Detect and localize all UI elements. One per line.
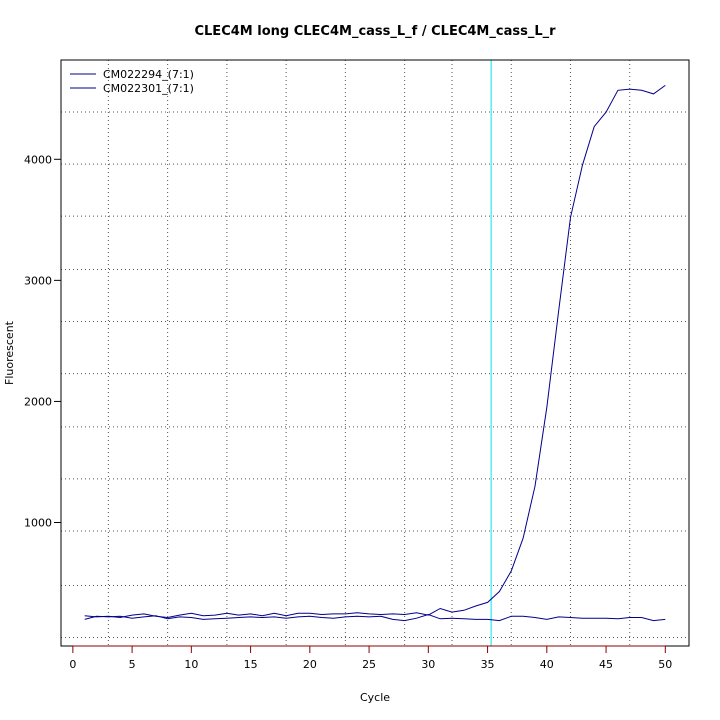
plot-frame	[60, 59, 690, 647]
y-axis: 1000 2000 3000 4000	[24, 153, 61, 530]
grid	[61, 60, 689, 646]
x-tick-label: 35	[481, 658, 495, 671]
x-tick-label: 40	[540, 658, 554, 671]
x-axis-label: Cycle	[360, 691, 390, 704]
series-line-2	[84, 613, 666, 622]
x-tick-label: 15	[244, 658, 258, 671]
y-axis-label: Fluorescent	[3, 320, 16, 385]
series-line-1	[84, 84, 666, 619]
chart-title: CLEC4M long CLEC4M_cass_L_f / CLEC4M_cas…	[194, 24, 556, 39]
x-tick-label: 45	[599, 658, 613, 671]
legend-label: CM022301_(7:1)	[103, 82, 194, 95]
x-tick-label: 20	[303, 658, 317, 671]
y-tick-label: 4000	[24, 153, 52, 166]
x-tick-label: 30	[421, 658, 435, 671]
x-axis: 0 5 10 15 20 25 30 35 40 45 50	[69, 645, 672, 671]
y-tick-label: 3000	[24, 274, 52, 287]
x-tick-label: 5	[129, 658, 136, 671]
series-layer	[84, 84, 666, 622]
y-tick-label: 1000	[24, 517, 52, 530]
y-tick-label: 2000	[24, 395, 52, 408]
legend-label: CM022294_(7:1)	[103, 68, 194, 81]
x-tick-label: 0	[69, 658, 76, 671]
x-tick-label: 10	[184, 658, 198, 671]
legend: CM022294_(7:1)CM022301_(7:1)	[70, 68, 194, 95]
x-tick-label: 25	[362, 658, 376, 671]
x-tick-label: 50	[658, 658, 672, 671]
